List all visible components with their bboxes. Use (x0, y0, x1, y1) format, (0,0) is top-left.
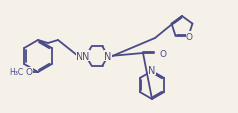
Text: N: N (148, 65, 156, 75)
Text: O: O (159, 49, 166, 58)
Text: N: N (104, 51, 112, 61)
Text: H₃C: H₃C (9, 68, 23, 77)
Text: N: N (82, 51, 90, 61)
Text: N: N (76, 51, 84, 61)
Text: O: O (26, 68, 33, 77)
Text: O: O (186, 33, 193, 42)
